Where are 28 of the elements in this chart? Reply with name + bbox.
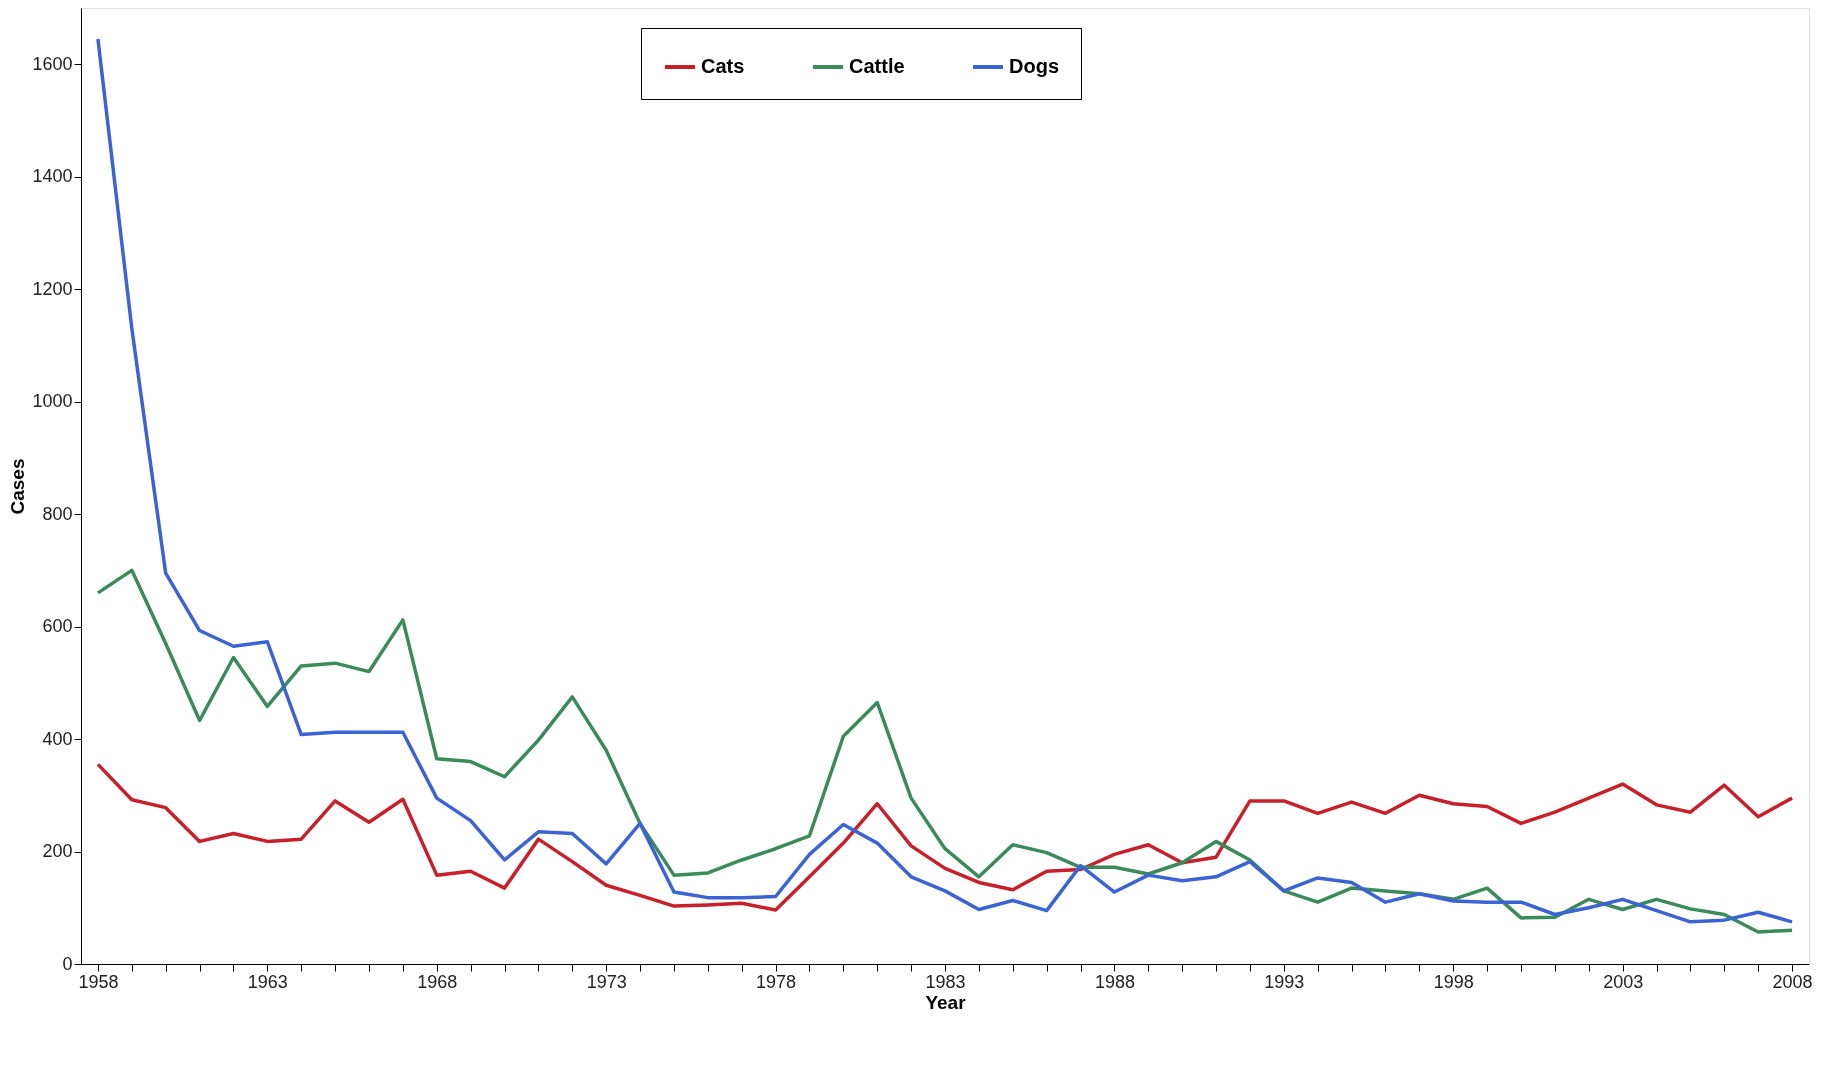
x-tick-label: 1958 [78, 971, 119, 992]
x-tick-label: 1998 [1433, 971, 1474, 992]
x-tick-label: 2003 [1603, 971, 1644, 992]
line-series [96, 37, 1794, 924]
y-tick-label: 1600 [32, 53, 73, 74]
x-tick-label: 1993 [1264, 971, 1305, 992]
x-tick-label: 1968 [417, 971, 458, 992]
legend-label: Cats [701, 55, 745, 77]
y-tick-label: 600 [42, 616, 73, 637]
y-tick-label: 800 [42, 503, 73, 524]
legend-label: Dogs [1009, 55, 1059, 77]
y-tick-label: 1000 [32, 391, 73, 412]
x-axis-title: Year [925, 991, 967, 1013]
legend-label: Cattle [849, 55, 905, 77]
x-tick-label: 1988 [1094, 971, 1135, 992]
x-tick-label: 2008 [1772, 971, 1813, 992]
y-tick-label: 400 [42, 728, 73, 749]
x-tick-label: 1973 [586, 971, 627, 992]
line-series [96, 568, 1794, 934]
y-axis-title: Cases [7, 458, 29, 515]
y-tick-label: 1200 [32, 278, 73, 299]
line-series [96, 762, 1794, 912]
x-tick-label: 1983 [925, 971, 966, 992]
y-tick-label: 1400 [32, 166, 73, 187]
x-tick-label: 1963 [247, 971, 288, 992]
x-tick-label: 1978 [756, 971, 797, 992]
y-tick-label: 0 [62, 953, 73, 974]
y-tick-label: 200 [42, 841, 73, 862]
